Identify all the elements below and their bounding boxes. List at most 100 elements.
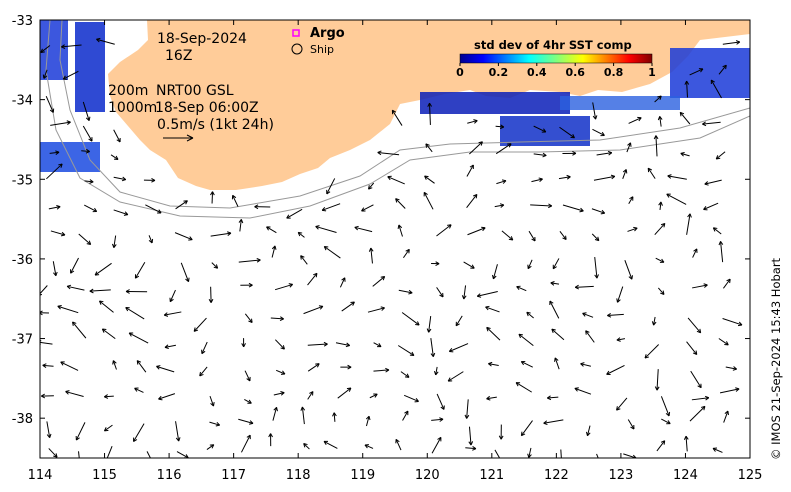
current-arrow (61, 44, 82, 49)
current-arrow (543, 419, 564, 426)
colorbar-ticks: 0 0.2 0.4 0.6 0.8 1 (456, 63, 656, 79)
current-arrow (241, 338, 246, 348)
colorbar-title: std dev of 4hr SST comp (474, 38, 632, 52)
plot-frame (39, 19, 751, 459)
current-arrow (528, 230, 536, 242)
current-arrow (550, 281, 560, 286)
current-arrow (210, 191, 215, 204)
current-arrow (606, 365, 625, 376)
current-arrow (403, 394, 419, 403)
current-arrow (574, 284, 594, 290)
current-arrow (562, 204, 584, 213)
current-arrow (516, 285, 527, 292)
current-arrow (647, 167, 656, 179)
lat-tick-label: -37 (12, 333, 33, 348)
current-arrow (466, 164, 474, 177)
current-arrow (616, 397, 628, 411)
current-arrow (691, 395, 710, 401)
current-arrow (403, 248, 410, 259)
current-arrow (427, 102, 433, 125)
current-arrow (307, 363, 320, 372)
current-arrow (622, 169, 628, 179)
current-arrow (718, 241, 724, 263)
current-arrow (266, 226, 277, 234)
current-arrow (465, 446, 477, 451)
current-arrow (45, 96, 55, 113)
current-arrow (466, 193, 478, 209)
current-arrow (666, 193, 687, 205)
current-arrow (78, 233, 92, 245)
current-arrow (596, 150, 613, 156)
current-arrow (175, 200, 188, 210)
current-arrow (431, 436, 442, 454)
current-arrow (667, 174, 687, 180)
current-arrow (686, 213, 692, 235)
current-arrow (702, 121, 721, 127)
current-arrow (551, 328, 565, 341)
current-arrow (476, 291, 498, 298)
current-arrow (273, 391, 285, 396)
current-arrow (654, 222, 666, 236)
current-arrow (103, 424, 113, 432)
current-arrow (433, 366, 439, 376)
current-arrow (364, 444, 374, 449)
current-arrow (210, 231, 232, 237)
current-arrow (431, 261, 440, 266)
current-arrow (244, 370, 251, 382)
colorbar-tick-label: 0.4 (527, 66, 547, 79)
current-arrow (485, 305, 500, 313)
current-arrow (627, 226, 638, 232)
lon-tick-label: 123 (608, 468, 633, 483)
current-arrow (300, 406, 306, 425)
current-arrow (373, 367, 390, 373)
current-arrow (552, 258, 560, 270)
current-arrow (84, 204, 98, 213)
colorbar-tick-label: 0.8 (604, 66, 624, 79)
current-arrow (254, 204, 271, 210)
current-arrow (455, 315, 463, 327)
current-arrow (501, 230, 514, 241)
longitude-axis: 114 115 116 117 118 119 120 121 122 123 124 125 (28, 20, 762, 483)
current-arrow (315, 225, 337, 233)
current-arrow (82, 101, 91, 122)
current-arrow (520, 420, 533, 437)
latitude-axis: -33 -34 -35 -36 -37 -38 (12, 14, 750, 427)
current-arrow (657, 287, 665, 295)
current-arrow (722, 40, 741, 45)
current-arrow (106, 445, 113, 458)
current-arrow (562, 151, 577, 156)
contour-200m-label: 200m (108, 83, 148, 99)
current-arrow (492, 264, 498, 280)
contour-1000m-label: 1000m (108, 100, 157, 116)
current-arrow (661, 418, 671, 425)
current-arrow (628, 116, 642, 124)
lat-tick-label: -34 (12, 94, 33, 109)
current-arrow (431, 417, 444, 422)
current-arrow (367, 306, 385, 313)
lon-tick-label: 118 (286, 468, 311, 483)
current-arrow (397, 224, 403, 237)
current-arrow (208, 286, 214, 303)
current-arrow (558, 174, 571, 180)
current-arrow (164, 344, 176, 350)
current-arrow (148, 235, 154, 244)
lon-tick-label: 120 (415, 468, 440, 483)
current-arrow (723, 278, 731, 289)
current-arrow (402, 410, 409, 421)
current-arrow (175, 421, 181, 442)
current-arrow (303, 305, 324, 315)
current-arrow (401, 312, 420, 326)
current-arrow (48, 204, 61, 210)
current-arrow (143, 177, 156, 183)
current-arrow (341, 301, 355, 312)
current-arrow (653, 135, 659, 157)
product-time-label: 18-Sep 06:00Z (155, 100, 259, 116)
current-arrow (238, 219, 244, 232)
current-arrow (240, 282, 253, 288)
current-arrow (423, 191, 434, 210)
current-arrow (591, 208, 606, 215)
current-arrow (146, 451, 151, 458)
current-arrow (332, 412, 337, 422)
current-arrow (468, 426, 474, 446)
current-arrow (65, 390, 84, 397)
